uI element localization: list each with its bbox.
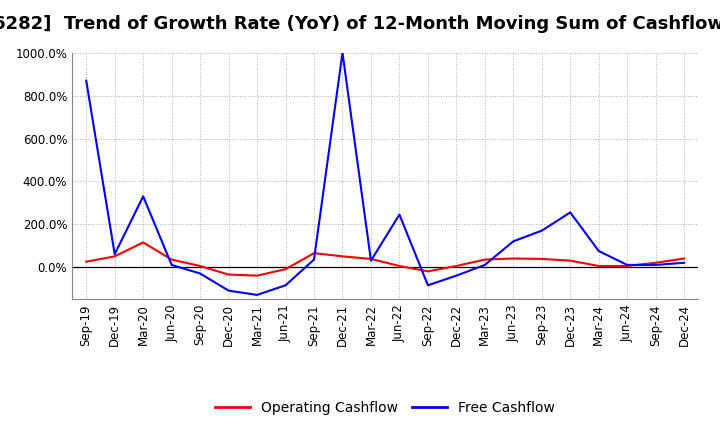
Text: [6282]  Trend of Growth Rate (YoY) of 12-Month Moving Sum of Cashflows: [6282] Trend of Growth Rate (YoY) of 12-… [0,15,720,33]
Legend: Operating Cashflow, Free Cashflow: Operating Cashflow, Free Cashflow [210,395,560,420]
